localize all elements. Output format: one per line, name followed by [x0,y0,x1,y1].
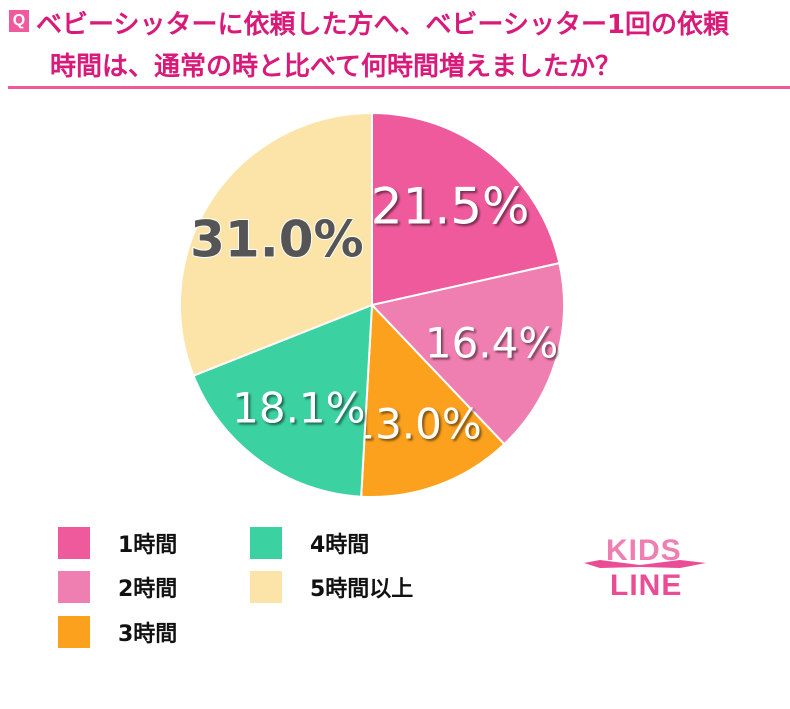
data-label-1: 21.5% [371,177,530,235]
legend-label: 1時間 [118,533,178,558]
legend-item-2: 2時間 [58,571,177,603]
legend-label: 2時間 [118,577,178,602]
title-divider [8,86,790,89]
legend-label: 4時間 [310,533,370,558]
legend-label: 3時間 [118,622,178,647]
legend-swatch [58,616,90,648]
pie-slice-1 [371,111,561,307]
pie-slice-2 [370,261,565,446]
legend-item-1: 1時間 [58,527,177,559]
pie-slice-4 [192,303,374,498]
title-line-2: 時間は、通常の時と比べて何時間増えましたか？ [50,52,621,82]
data-label-4: 18.1% [232,383,365,432]
legend-item-4: 4時間 [250,527,369,559]
legend-swatch [250,571,282,603]
data-label-3: 13.0% [348,399,481,448]
data-label-2: 16.4% [425,318,558,367]
pie-slice-5 [179,111,373,377]
data-label-5: 31.0% [190,210,363,268]
title-line-1: ベビーシッターに依頼した方へ、ベビーシッター1回の依頼 [36,10,730,40]
legend-swatch [250,527,282,559]
legend-label: 5時間以上 [310,577,414,602]
chart-title: ベビーシッターに依頼した方へ、ベビーシッター1回の依頼 時間は、通常の時と比べて… [36,4,786,88]
legend-swatch [58,571,90,603]
legend-item-5: 5時間以上 [250,571,413,603]
legend-item-3: 3時間 [58,616,177,648]
question-badge: Q [9,10,29,32]
legend-swatch [58,527,90,559]
pie-slice-3 [360,302,506,498]
